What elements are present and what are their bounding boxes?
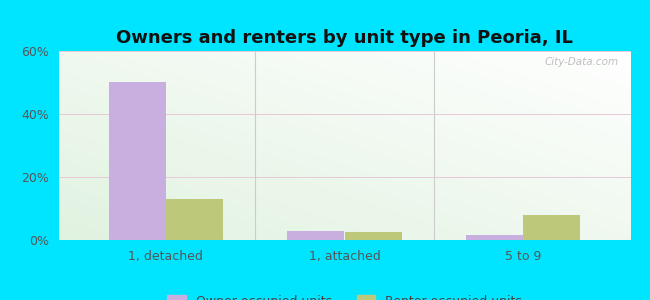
Legend: Owner occupied units, Renter occupied units: Owner occupied units, Renter occupied un… [162,290,527,300]
Bar [523,215,580,240]
Bar [287,230,344,240]
Bar [344,232,402,240]
Bar [109,82,166,240]
Text: City-Data.com: City-Data.com [545,57,619,67]
Title: Owners and renters by unit type in Peoria, IL: Owners and renters by unit type in Peori… [116,29,573,47]
Bar [466,235,523,240]
Bar [166,199,223,240]
